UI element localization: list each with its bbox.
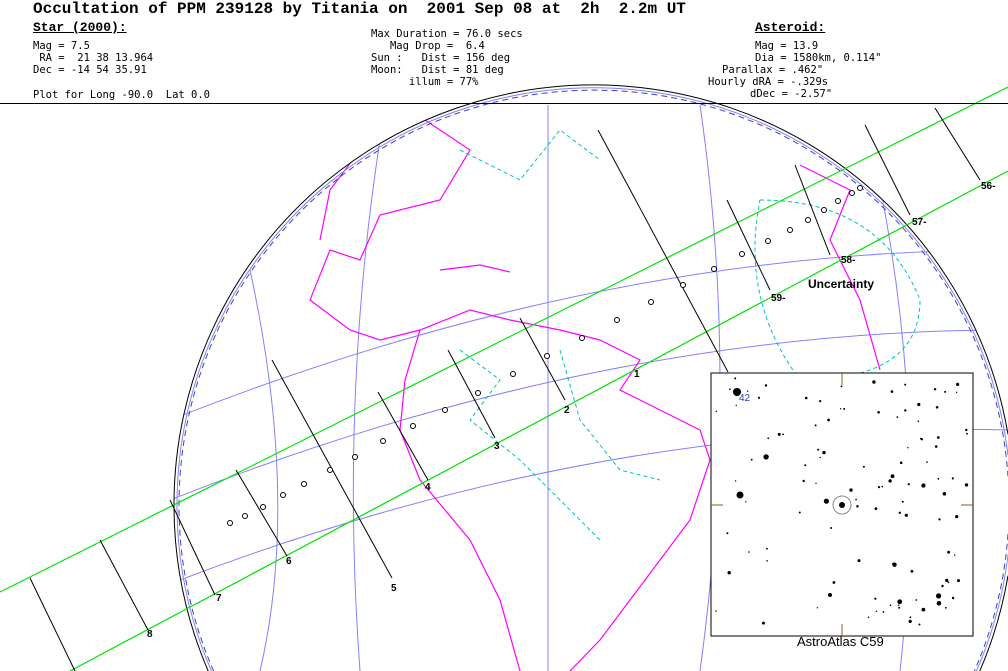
- center-line-point: [711, 266, 717, 272]
- center-line-point: [227, 520, 233, 526]
- globe-limb: [173, 84, 1008, 671]
- center-line-point: [301, 481, 307, 487]
- center-line-point: [327, 467, 333, 473]
- path-time-label: 3: [494, 441, 500, 452]
- globe: [173, 89, 1008, 671]
- path-time-tick: [99, 539, 149, 631]
- star-dec: Dec = -14 54 35.91: [33, 64, 147, 76]
- plot-location: Plot for Long -90.0 Lat 0.0: [33, 89, 211, 101]
- center-line-point: [857, 185, 863, 191]
- path-time-tick: [597, 129, 729, 373]
- path-time-label: 5: [391, 583, 397, 594]
- path-time-label: 8: [147, 629, 153, 640]
- moon-dist: Moon: Dist = 81 deg: [371, 64, 504, 76]
- path-time-tick: [447, 349, 496, 439]
- center-line-point: [739, 251, 745, 257]
- center-line-point: [614, 317, 620, 323]
- center-line-point: [352, 454, 358, 460]
- asteroid-hourly-dra: Hourly dRA = -.329s: [708, 76, 829, 88]
- uncertainty-label: Uncertainty: [808, 277, 874, 291]
- asteroid-heading: Asteroid:: [755, 20, 826, 35]
- asteroid-ddec: dDec = -2.57": [750, 88, 833, 100]
- borders: [459, 129, 921, 541]
- path-time-tick: [864, 124, 911, 216]
- header-divider: [0, 103, 1008, 104]
- asteroid-mag: Mag = 13.9: [755, 40, 819, 52]
- globe-limb-dashed: [178, 89, 1008, 671]
- latitude-label: 57-: [912, 217, 926, 228]
- path-time-label: 1: [634, 369, 640, 380]
- center-line-point: [579, 335, 585, 341]
- center-line-point: [544, 353, 550, 359]
- center-line-point: [648, 299, 654, 305]
- page-title: Occultation of PPM 239128 by Titania on …: [33, 0, 686, 18]
- center-line-point: [380, 438, 386, 444]
- path-time-label: 6: [286, 556, 292, 567]
- center-line-point: [280, 492, 286, 498]
- center-line-point: [821, 207, 827, 213]
- center-line-point: [849, 190, 855, 196]
- path-time-tick: [519, 317, 566, 401]
- center-line-point: [510, 371, 516, 377]
- center-line-point: [787, 227, 793, 233]
- path-time-tick: [29, 577, 76, 671]
- center-line-point: [410, 423, 416, 429]
- moon-illum: illum = 77%: [371, 76, 479, 88]
- latitude-label: 56-: [981, 181, 995, 192]
- coastlines: [309, 109, 881, 671]
- path-time-tick: [794, 164, 831, 256]
- globe-limb-inner: [176, 87, 1008, 671]
- path-time-label: 7: [216, 593, 222, 604]
- latitude-label: 58-: [841, 255, 855, 266]
- center-line-point: [260, 504, 266, 510]
- star-heading: Star (2000):: [33, 20, 127, 35]
- max-duration: Max Duration = 76.0 secs: [371, 28, 523, 40]
- path-time-tick: [377, 391, 429, 481]
- path-time-label: 4: [425, 482, 431, 493]
- graticule: [173, 104, 1008, 671]
- center-line-point: [805, 217, 811, 223]
- star-ra: RA = 21 38 13.964: [33, 52, 154, 64]
- center-line-point: [835, 198, 841, 204]
- center-line-point: [442, 407, 448, 413]
- sun-dist: Sun : Dist = 156 deg: [371, 52, 511, 64]
- path-time-tick: [169, 499, 216, 596]
- asteroid-dia: Dia = 1580km, 0.114": [755, 52, 882, 64]
- inset-label: AstroAtlas C59: [797, 634, 884, 649]
- latitude-label: 59-: [771, 293, 785, 304]
- asteroid-parallax: Parallax = .462": [722, 64, 824, 76]
- center-line-point: [475, 390, 481, 396]
- path-time-tick: [235, 469, 288, 557]
- center-line-point: [680, 282, 686, 288]
- path-time-tick: [726, 199, 771, 291]
- center-line-point: [242, 513, 248, 519]
- path-time-tick: [934, 107, 981, 181]
- path-south-limit: [69, 170, 1008, 671]
- star-mag: Mag = 7.5: [33, 40, 90, 52]
- path-north-limit: [0, 86, 1008, 593]
- center-line-point: [765, 238, 771, 244]
- mag-drop: Mag Drop = 6.4: [371, 40, 485, 52]
- path-time-label: 2: [564, 405, 570, 416]
